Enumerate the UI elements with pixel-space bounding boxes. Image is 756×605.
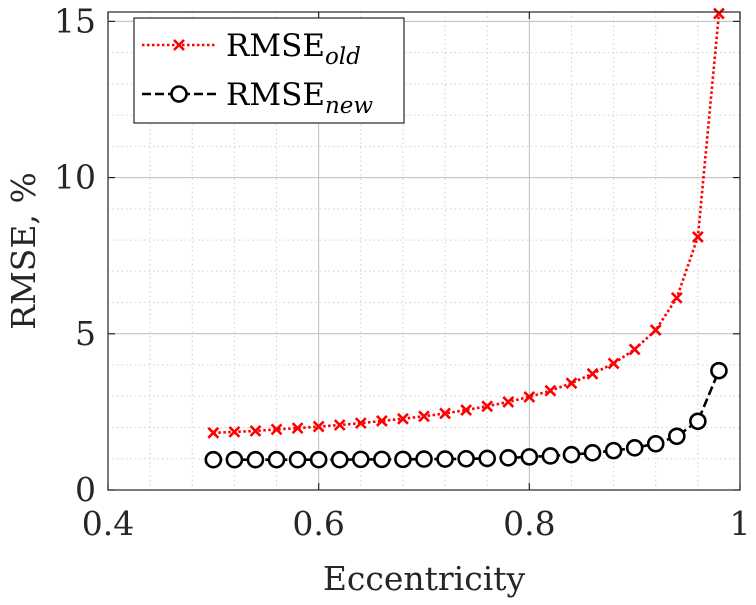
data-point-old [228,425,241,438]
y-axis-label: RMSE, % [4,172,43,330]
y-tick-label: 15 [54,1,96,40]
y-tick-label: 0 [75,470,96,509]
data-point-new [667,427,686,446]
data-point-old [418,410,430,423]
data-point-new [625,439,644,457]
data-point-new [499,449,518,467]
axis-ticks [107,12,741,491]
legend-box [133,17,405,124]
data-point-old [481,400,494,413]
data-point-new [646,434,665,453]
data-point-old [544,384,557,397]
plot-frame [107,11,741,491]
data-point-new [225,450,244,469]
y-tick-label: 5 [75,314,96,353]
data-point-new [373,450,391,469]
y-tick-label: 10 [54,158,96,197]
data-point-old [586,367,599,380]
data-point-old [523,390,536,403]
x-tick-label: 0.4 [82,504,134,543]
data-point-old [502,395,515,408]
x-axis-label: Eccentricity [323,559,526,598]
minor-grid [108,12,740,490]
data-point-old [607,357,620,370]
series-markers-new [204,361,728,469]
data-point-old [333,419,346,431]
data-point-new [351,450,370,469]
data-point-old [628,343,641,356]
series-layer [204,7,728,469]
data-point-new [689,412,707,431]
legend-subscript-new: new [325,93,373,119]
data-point-new [520,448,539,466]
data-point-new [330,450,349,469]
data-point-old [249,425,262,437]
data-point-new [267,450,286,469]
data-point-new [415,450,433,468]
legend-marker-old [173,39,185,51]
data-point-new [204,450,223,469]
data-point-old [270,423,283,436]
data-point-old [397,412,409,425]
data-point-old [691,231,704,243]
data-point-old [207,426,220,439]
data-point-new [604,441,623,460]
legend-marker-new [170,85,188,103]
data-point-old [565,377,578,390]
x-tick-label: 1 [730,504,751,543]
data-point-new [246,450,265,469]
data-point-old [291,422,304,435]
data-point-old [439,407,451,420]
data-point-old [649,324,662,336]
data-point-new [457,449,475,468]
data-point-new [436,450,454,468]
legend-subscript-old: old [325,44,361,70]
data-point-new [309,450,328,469]
x-tick-label: 0.8 [503,504,555,543]
x-tick-label: 0.6 [292,504,344,543]
data-point-old [312,420,325,433]
series-markers-old [207,7,725,439]
data-point-new [541,447,560,465]
data-point-old [670,291,683,304]
data-point-old [375,415,388,427]
data-point-new [394,450,412,469]
data-point-old [713,7,725,20]
data-point-old [354,417,367,430]
data-point-new [562,445,581,464]
data-point-new [710,361,728,380]
data-point-new [288,450,307,469]
data-point-new [478,449,497,468]
data-point-old [460,404,473,416]
data-point-new [583,444,602,462]
